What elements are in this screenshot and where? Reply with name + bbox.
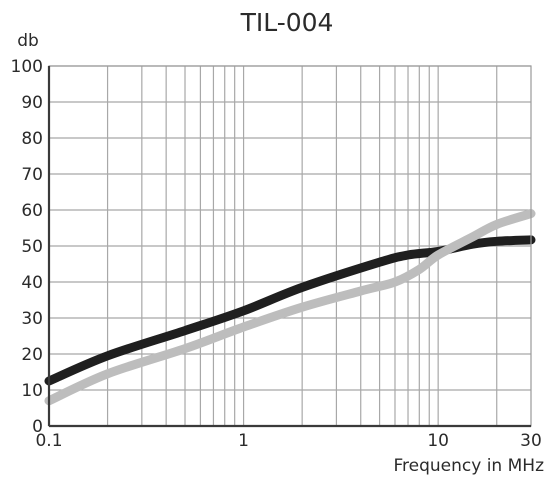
y-tick-label: 30 [21,309,43,329]
y-tick-label: 60 [21,201,43,221]
tick-labels: 0 10 20 30 40 50 60 70 80 90 100 0.1 1 10 30 [11,57,542,451]
y-tick-label: 0 [32,417,43,437]
x-axis-label: Frequency in MHz [393,456,544,476]
y-tick-label: 90 [21,93,43,113]
y-tick-label: 50 [21,237,43,257]
chart-title: TIL-004 [240,8,334,37]
series-lines [44,209,536,406]
y-tick-label: 80 [21,129,43,149]
y-tick-label: 10 [21,381,43,401]
y-tick-label: 100 [11,57,43,77]
y-tick-label: 40 [21,273,43,293]
x-tick-label: 10 [427,431,449,451]
plot-frame [47,65,532,428]
series-line-1 [44,235,536,386]
x-tick-label: 1 [238,431,249,451]
y-axis-label: db [17,31,39,51]
y-tick-label: 20 [21,345,43,365]
x-tick-label: 0.1 [35,431,62,451]
x-tick-label: 30 [520,431,542,451]
y-tick-label: 70 [21,165,43,185]
series-line-2 [44,209,536,406]
